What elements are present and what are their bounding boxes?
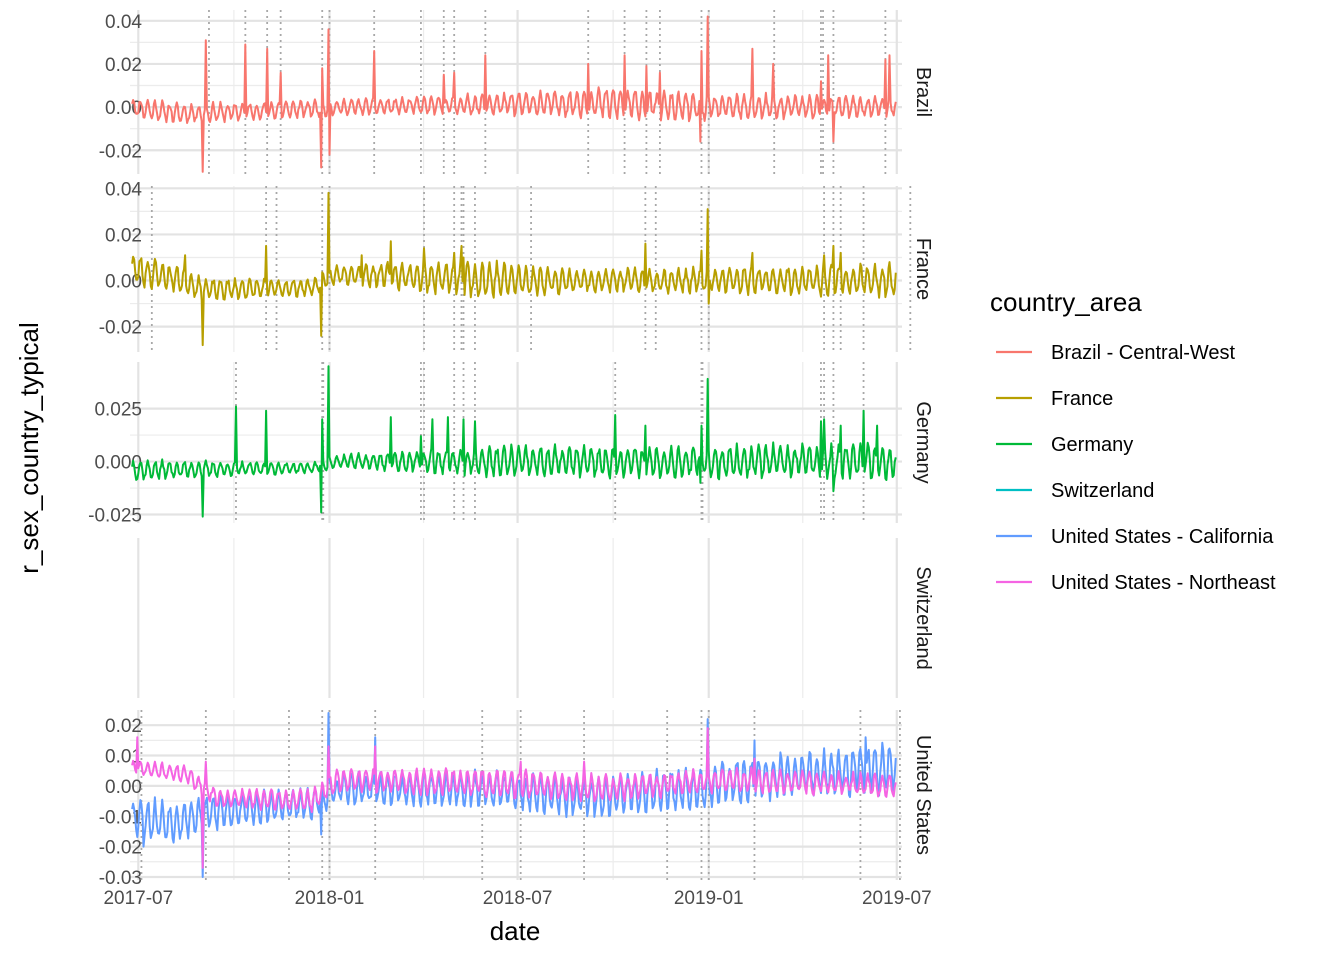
y-tick-label: 0.04 bbox=[105, 12, 142, 33]
legend-item: United States - Northeast bbox=[996, 572, 1276, 594]
legend-item: Switzerland bbox=[996, 480, 1154, 502]
legend-label: Brazil - Central-West bbox=[1051, 342, 1236, 364]
strip-label: United States bbox=[912, 735, 934, 855]
chart-panels: -0.02 0.00 0.02 0.04 Brazil -0.02 0.00 0.02 0.04… bbox=[88, 10, 934, 889]
y-tick-label: 0.00 bbox=[105, 777, 142, 798]
strip-label: Germany bbox=[912, 401, 934, 483]
legend-title: country_area bbox=[990, 287, 1142, 317]
x-tick-label: 2019-07 bbox=[862, 888, 932, 909]
y-tick-label: -0.02 bbox=[99, 141, 142, 162]
series-line-united-states-northeast bbox=[131, 727, 897, 869]
y-tick-label: 0.02 bbox=[105, 225, 142, 246]
y-tick-label: -0.03 bbox=[99, 868, 142, 889]
series-line-germany bbox=[131, 365, 897, 518]
y-tick-label: 0.025 bbox=[94, 400, 142, 421]
x-tick-label: 2017-07 bbox=[103, 888, 173, 909]
y-tick-label: -0.02 bbox=[99, 838, 142, 859]
y-tick-label: 0.00 bbox=[105, 272, 142, 293]
y-tick-label: 0.02 bbox=[105, 716, 142, 737]
legend-item: United States - California bbox=[996, 526, 1274, 548]
y-tick-label: -0.025 bbox=[88, 506, 142, 527]
legend-label: Germany bbox=[1051, 434, 1133, 456]
panel-germany: -0.025 0.000 0.025 Germany bbox=[88, 362, 934, 527]
x-tick-label: 2019-01 bbox=[674, 888, 744, 909]
legend-item: France bbox=[996, 388, 1113, 410]
y-tick-label: 0.02 bbox=[105, 55, 142, 76]
x-tick-label: 2018-07 bbox=[483, 888, 553, 909]
x-tick-label: 2018-01 bbox=[295, 888, 365, 909]
x-axis-title: date bbox=[490, 916, 541, 946]
legend-label: United States - Northeast bbox=[1051, 572, 1276, 594]
legend-item: Germany bbox=[996, 434, 1133, 456]
legend: country_area Brazil - Central-West France… bbox=[990, 287, 1276, 594]
y-tick-label: 0.000 bbox=[94, 453, 142, 474]
y-axis-title: r_sex_country_typical bbox=[14, 322, 44, 573]
legend-label: Switzerland bbox=[1051, 480, 1154, 502]
x-axis: 2017-07 2018-01 2018-07 2019-01 2019-07 bbox=[103, 888, 931, 909]
legend-label: France bbox=[1051, 388, 1113, 410]
series-line-france bbox=[131, 191, 897, 347]
y-tick-label: -0.02 bbox=[99, 318, 142, 339]
strip-label: France bbox=[912, 238, 934, 300]
legend-label: United States - California bbox=[1051, 526, 1274, 548]
y-tick-label: -0.01 bbox=[99, 807, 142, 828]
panel-france: -0.02 0.00 0.02 0.04 France bbox=[99, 179, 934, 352]
legend-item: Brazil - Central-West bbox=[996, 342, 1236, 364]
y-tick-label: 0.00 bbox=[105, 98, 142, 119]
strip-label: Brazil bbox=[912, 67, 934, 117]
series-line-brazil-central-west bbox=[131, 15, 897, 173]
panel-switzerland: Switzerland bbox=[137, 538, 934, 698]
y-tick-label: 0.04 bbox=[105, 179, 142, 200]
panel-brazil: -0.02 0.00 0.02 0.04 Brazil bbox=[99, 10, 934, 174]
strip-label: Switzerland bbox=[912, 566, 934, 669]
